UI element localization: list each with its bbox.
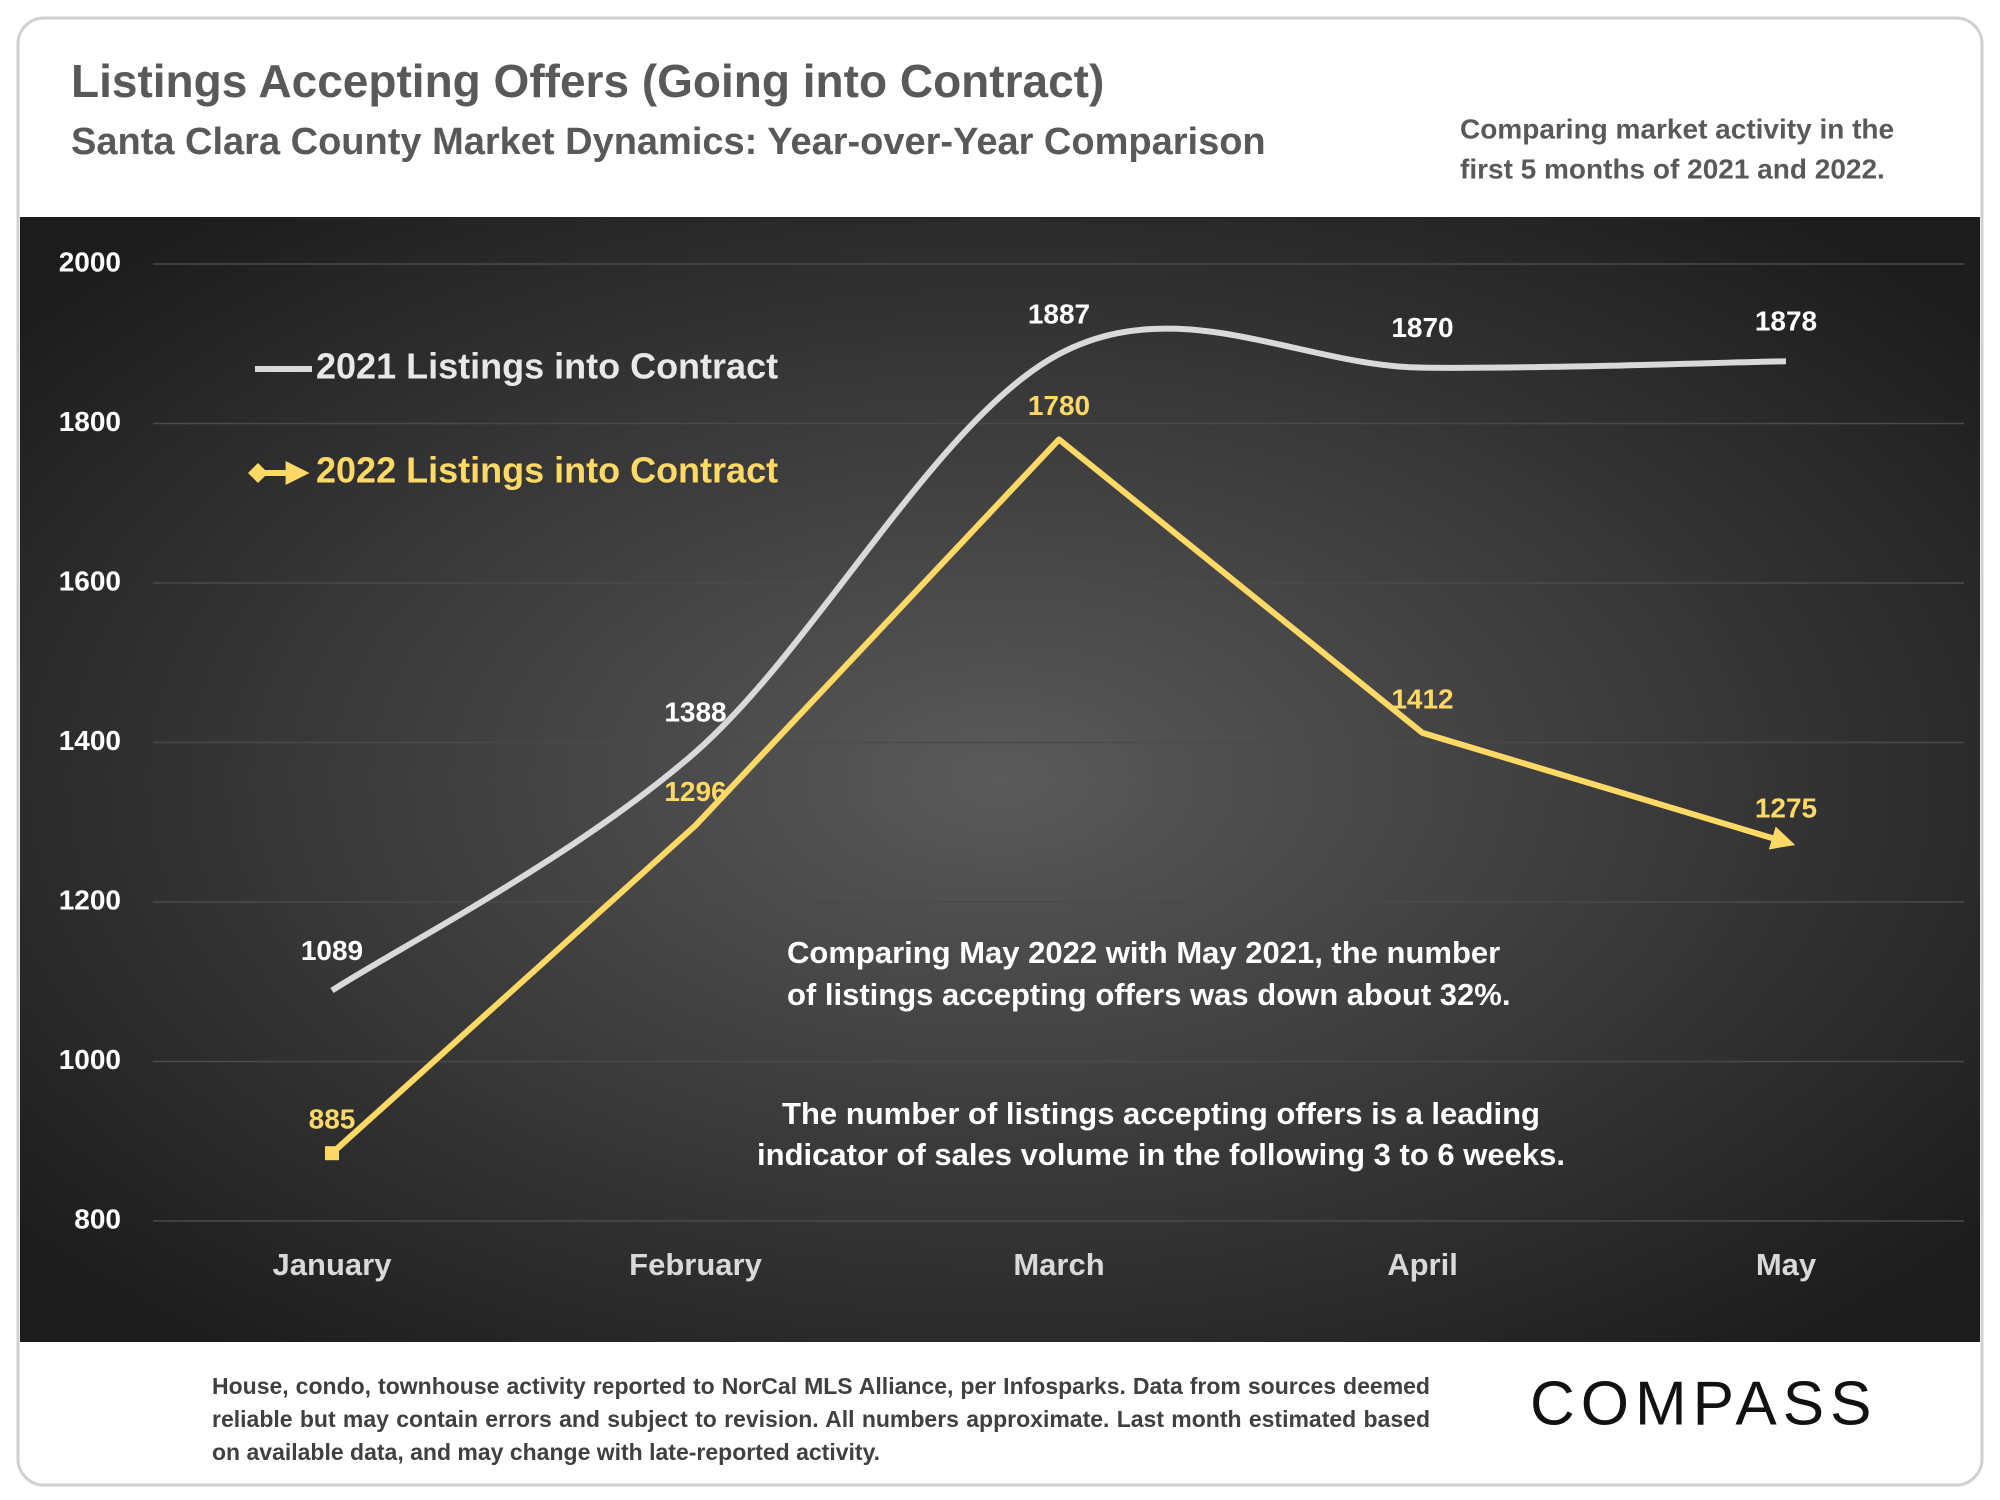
legend-label: 2021 Listings into Contract	[316, 346, 778, 387]
data-label: 1388	[664, 696, 726, 727]
chart-title: Listings Accepting Offers (Going into Co…	[71, 55, 1104, 107]
x-tick-label: February	[629, 1247, 762, 1282]
chart-panel	[20, 217, 1980, 1342]
logo: COMPASS	[1530, 1369, 1877, 1438]
x-tick-label: March	[1013, 1247, 1104, 1282]
data-label: 1296	[664, 776, 726, 807]
legend-marker	[248, 463, 268, 483]
y-tick-label: 1600	[59, 565, 121, 596]
x-tick-label: April	[1387, 1247, 1458, 1282]
series-line	[329, 436, 1796, 1156]
x-tick-label: January	[273, 1247, 393, 1282]
annotation: Comparing May 2022 with May 2021, the nu…	[787, 935, 1500, 970]
legend-label: 2022 Listings into Contract	[316, 450, 778, 491]
y-tick-label: 1800	[59, 406, 121, 437]
data-label: 1275	[1755, 793, 1817, 824]
data-label: 1089	[301, 935, 363, 966]
data-label: 1878	[1755, 306, 1817, 337]
y-tick-label: 1200	[59, 884, 121, 915]
data-label: 1887	[1028, 299, 1090, 330]
data-label: 885	[309, 1104, 356, 1135]
y-tick-label: 1000	[59, 1044, 121, 1075]
y-tick-label: 1400	[59, 725, 121, 756]
annotation: indicator of sales volume in the followi…	[757, 1137, 1565, 1172]
start-marker	[325, 1146, 339, 1161]
x-tick-label: May	[1756, 1247, 1817, 1282]
series-line	[330, 325, 1787, 994]
note: Comparing market activity in the	[1460, 113, 1894, 144]
y-tick-label: 800	[74, 1203, 121, 1234]
chart-subtitle: Santa Clara County Market Dynamics: Year…	[71, 121, 1266, 163]
annotation: of listings accepting offers was down ab…	[787, 977, 1510, 1012]
data-label: 1780	[1028, 390, 1090, 421]
note: first 5 months of 2021 and 2022.	[1460, 153, 1885, 184]
footer: House, condo, townhouse activity reporte…	[212, 1373, 1430, 1465]
y-tick-label: 2000	[59, 246, 121, 277]
data-label: 1870	[1391, 312, 1453, 343]
annotation: The number of listings accepting offers …	[782, 1096, 1540, 1131]
data-label: 1412	[1391, 683, 1453, 714]
